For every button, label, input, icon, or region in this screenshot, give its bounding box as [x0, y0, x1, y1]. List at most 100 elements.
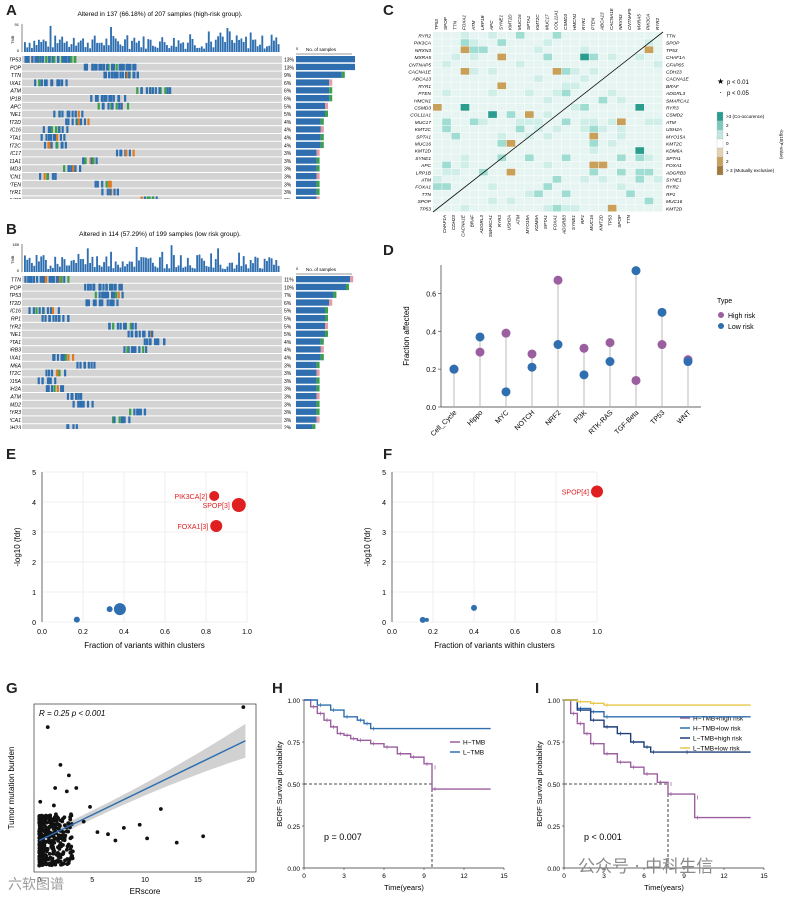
data-point	[74, 786, 79, 790]
heatmap-cell	[598, 39, 608, 46]
tmb-bar	[79, 259, 82, 272]
mutation-cell	[118, 283, 121, 291]
heatmap-cell	[543, 154, 553, 162]
heatmap-cell	[525, 168, 534, 176]
mutation-cell	[63, 276, 66, 283]
tmb-bar	[121, 261, 124, 272]
left-gene-label: APC	[420, 163, 431, 169]
tmb-bar	[24, 42, 26, 52]
heatmap-cell	[552, 75, 562, 82]
right-gene-label: MYO15A	[666, 134, 685, 140]
mutation-cell	[75, 393, 78, 400]
mutation-cell	[106, 291, 110, 299]
heatmap-cell	[571, 118, 580, 126]
heatmap-cell	[497, 53, 507, 61]
sample-count-bar	[296, 291, 334, 298]
data-point	[69, 812, 73, 817]
heatmap-cell	[561, 89, 571, 97]
heatmap-cell	[571, 204, 580, 212]
gene-percent: 3%	[284, 418, 292, 424]
watermark-left: 六软图谱	[8, 877, 64, 893]
tmb-bar	[168, 268, 171, 272]
mutation-cell	[109, 299, 112, 307]
mutation-cell	[133, 71, 136, 79]
y-tick-label: 0.00	[287, 866, 300, 873]
x-tick-label: 20	[247, 877, 255, 884]
mutation-cell	[118, 102, 121, 110]
oncoplot-title: Altered in 137 (66.18%) of 207 samples (…	[77, 11, 242, 18]
tmb-bar	[256, 257, 259, 272]
right-gene-label: TTN	[666, 34, 676, 40]
category-label: NRF2	[545, 409, 563, 427]
mutation-cell	[148, 330, 151, 338]
tmb-bar	[203, 48, 206, 52]
sample-count-bar-extra	[350, 276, 354, 283]
mutation-cell	[136, 87, 139, 94]
mutation-cell	[129, 408, 132, 416]
tmb-bar	[233, 42, 236, 52]
mutation-cell	[57, 56, 60, 63]
heatmap-cell	[515, 168, 525, 176]
mutation-cell	[136, 71, 139, 79]
mutation-cell	[139, 408, 142, 416]
heatmap-cell	[617, 46, 626, 54]
side-axis-title: No. of samples	[306, 267, 337, 272]
heatmap-cell	[617, 89, 626, 97]
mutation-cell	[134, 63, 137, 71]
right-gene-label: USH2A	[666, 127, 682, 133]
mutation-cell	[46, 307, 50, 314]
heatmap-cell	[571, 75, 580, 82]
mutation-cell	[93, 283, 96, 291]
data-point	[66, 842, 71, 847]
tmb-bar	[75, 45, 78, 52]
mutation-cell	[61, 385, 65, 392]
mutation-cell	[108, 283, 112, 291]
right-gene-label: KMT2C	[666, 142, 683, 148]
heatmap-cell	[460, 46, 470, 54]
tmb-bar	[165, 45, 168, 52]
heatmap-cell	[635, 168, 645, 176]
heatmap-cell	[543, 147, 553, 154]
sample-count-bar-extra	[325, 322, 328, 330]
right-gene-label: RYR3	[666, 106, 679, 112]
heatmap-cell	[571, 111, 580, 118]
heatmap-cell	[589, 32, 599, 39]
heatmap-cell	[589, 104, 599, 111]
data-point	[42, 855, 47, 860]
heatmap-cell	[442, 183, 451, 190]
mutation-cell	[67, 56, 70, 63]
mutation-cell	[154, 338, 157, 346]
heatmap-cell	[469, 75, 479, 82]
heatmap-cell	[561, 125, 571, 133]
oncoplot-row-bg	[22, 361, 282, 369]
mutation-cell	[112, 322, 115, 330]
sample-count-bar	[296, 180, 317, 188]
mutation-cell	[102, 283, 105, 291]
tmb-bar	[124, 266, 126, 272]
tmb-bar	[247, 268, 250, 272]
scale-label: 0	[726, 141, 729, 146]
heatmap-cell	[460, 197, 470, 205]
mutation-cell	[90, 157, 93, 165]
tmb-bar	[84, 47, 87, 52]
y-tick-label: 0.4	[426, 329, 436, 336]
heatmap-cell	[442, 60, 451, 68]
mutation-cell	[64, 56, 68, 63]
heatmap-cell	[589, 68, 599, 75]
tmb-bar	[238, 39, 240, 52]
mutation-cell	[113, 71, 116, 79]
data-point	[69, 854, 74, 859]
heatmap-cell	[479, 176, 488, 183]
sample-count-bar-extra	[316, 385, 320, 392]
heatmap-cell	[534, 190, 543, 198]
heatmap-cell	[653, 197, 663, 205]
survival-curve	[304, 699, 491, 790]
data-point	[37, 856, 42, 861]
heatmap-cell	[561, 161, 571, 169]
mutation-cell	[77, 118, 81, 126]
heatmap-cell	[607, 82, 617, 90]
tmb-bar	[68, 46, 71, 52]
heatmap-cell	[442, 204, 451, 212]
sample-count-bar	[296, 385, 317, 392]
